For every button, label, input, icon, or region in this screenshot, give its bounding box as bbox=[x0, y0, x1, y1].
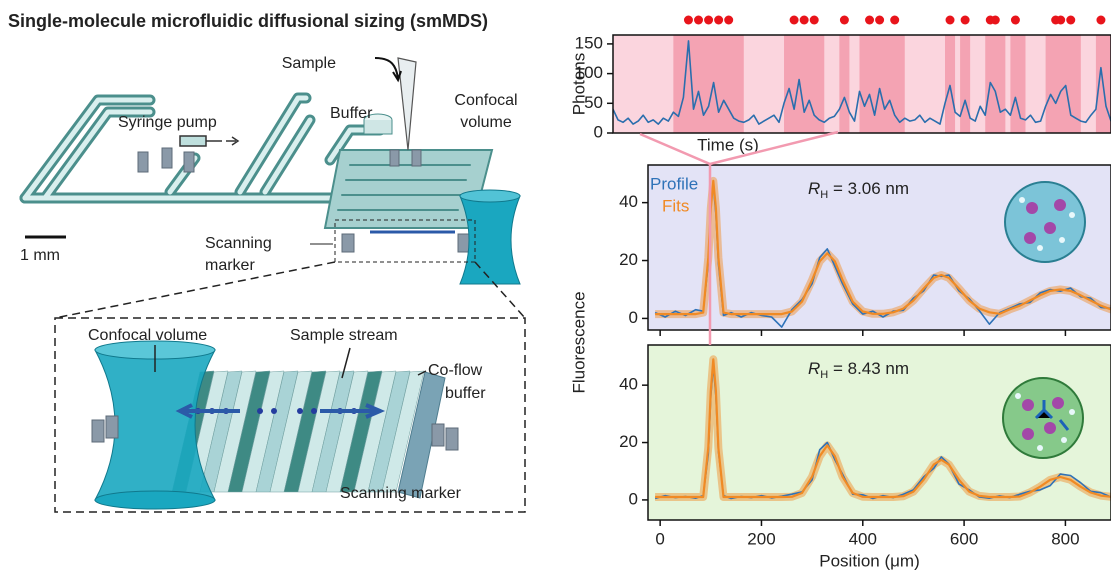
annotation-symbol: R bbox=[808, 359, 820, 378]
label-confocal-volume: Confocal bbox=[454, 92, 517, 109]
label-scale-bar: 1 mm bbox=[20, 247, 60, 264]
label-scanning-marker: marker bbox=[205, 257, 255, 274]
inset-label-co-flow: Co-flow bbox=[428, 362, 483, 379]
annotation-subscript: H bbox=[820, 369, 828, 381]
legend-entry: Profile bbox=[650, 174, 698, 193]
annotation-subscript: H bbox=[820, 189, 828, 201]
burst-band bbox=[985, 35, 1006, 133]
plot-frame bbox=[612, 34, 1111, 134]
event-dot bbox=[694, 15, 704, 25]
zoom-connector bbox=[639, 130, 839, 345]
x-tick-label: 0 bbox=[655, 529, 664, 548]
series-line bbox=[655, 179, 1111, 316]
y-tick-label: 0 bbox=[594, 122, 603, 141]
event-dot bbox=[704, 15, 714, 25]
event-dot bbox=[990, 15, 1000, 25]
x-tick-label: 200 bbox=[747, 529, 775, 548]
burst-band bbox=[784, 35, 825, 133]
label-syringe-pump: Syringe pump bbox=[118, 114, 217, 131]
event-dot bbox=[839, 15, 849, 25]
event-dot bbox=[1010, 15, 1020, 25]
y-tick-label: 50 bbox=[584, 93, 603, 112]
label-sample: Sample bbox=[282, 55, 336, 72]
burst-band bbox=[859, 35, 905, 133]
annotation-text: = 3.06 nm bbox=[828, 179, 909, 198]
label-scanning-marker: Scanning bbox=[205, 235, 272, 252]
chart: 0 50 100 150 Time (s) Photons bbox=[569, 15, 1111, 154]
diagram-labels: Sample Buffer Syringe pump Confocal volu… bbox=[20, 55, 518, 502]
label-buffer: Buffer bbox=[330, 105, 373, 122]
inset-label-co-flow: buffer bbox=[445, 385, 486, 402]
plot-frame bbox=[647, 164, 1111, 331]
y-tick-label: 100 bbox=[575, 63, 603, 82]
event-dot bbox=[945, 15, 955, 25]
burst-band bbox=[1045, 35, 1081, 133]
event-dot bbox=[875, 15, 885, 25]
burst-band bbox=[960, 35, 971, 133]
y-tick-label: 20 bbox=[619, 432, 638, 451]
charts: 0 50 100 150 Time (s) Photons 0 20 40 Fluorescenc… bbox=[569, 15, 1111, 570]
x-tick-label: 600 bbox=[950, 529, 978, 548]
stripe bbox=[381, 370, 425, 493]
x-tick-label: 400 bbox=[849, 529, 877, 548]
annotation: RH = 3.06 nm bbox=[808, 179, 909, 200]
plot-area bbox=[613, 35, 1111, 133]
x-axis-label: Time (s) bbox=[697, 135, 759, 154]
burst-band bbox=[1010, 35, 1026, 133]
event-dot bbox=[960, 15, 970, 25]
annotation-text: = 8.43 nm bbox=[828, 359, 909, 378]
y-tick-label: 0 bbox=[629, 308, 638, 327]
event-dot bbox=[1096, 15, 1106, 25]
burst-band bbox=[839, 35, 850, 133]
annotation-symbol: R bbox=[808, 179, 820, 198]
event-dot bbox=[809, 15, 819, 25]
y-tick-label: 40 bbox=[619, 375, 638, 394]
event-dot bbox=[683, 15, 693, 25]
legend-entry: Fits bbox=[662, 196, 689, 215]
series-line bbox=[655, 358, 1111, 499]
y-tick-label: 0 bbox=[629, 489, 638, 508]
event-dot bbox=[1056, 15, 1066, 25]
sample-stream-block bbox=[171, 370, 425, 493]
plot-area bbox=[654, 176, 1111, 328]
label-confocal-volume: volume bbox=[460, 114, 512, 131]
burst-band bbox=[945, 35, 956, 133]
event-dot bbox=[890, 15, 900, 25]
inset-label-sample-stream: Sample stream bbox=[290, 327, 398, 344]
annotation: RH = 8.43 nm bbox=[808, 359, 909, 380]
y-tick-label: 40 bbox=[619, 192, 638, 211]
series-line bbox=[613, 40, 1111, 125]
event-dot bbox=[714, 15, 724, 25]
event-dot bbox=[789, 15, 799, 25]
event-dot bbox=[724, 15, 734, 25]
plot-area bbox=[654, 355, 1111, 501]
plot-frame bbox=[647, 344, 1111, 521]
event-dot bbox=[865, 15, 875, 25]
x-axis-label: Position (μm) bbox=[819, 551, 919, 570]
inset-label-scanning-marker: Scanning marker bbox=[340, 485, 462, 502]
chip-diagram bbox=[19, 57, 526, 513]
y-tick-label: 150 bbox=[575, 33, 603, 52]
y-axis-label: Photons bbox=[569, 53, 588, 115]
x-tick-label: 800 bbox=[1051, 529, 1079, 548]
y-axis-label: Fluorescence bbox=[569, 291, 588, 393]
event-dot bbox=[1066, 15, 1076, 25]
figure-title: Single-molecule microfluidic diffusional… bbox=[8, 11, 488, 31]
molecule-insets bbox=[1002, 181, 1086, 459]
inset-label-confocal-volume: Confocal volume bbox=[88, 327, 207, 344]
event-dot bbox=[799, 15, 809, 25]
y-tick-label: 20 bbox=[619, 250, 638, 269]
